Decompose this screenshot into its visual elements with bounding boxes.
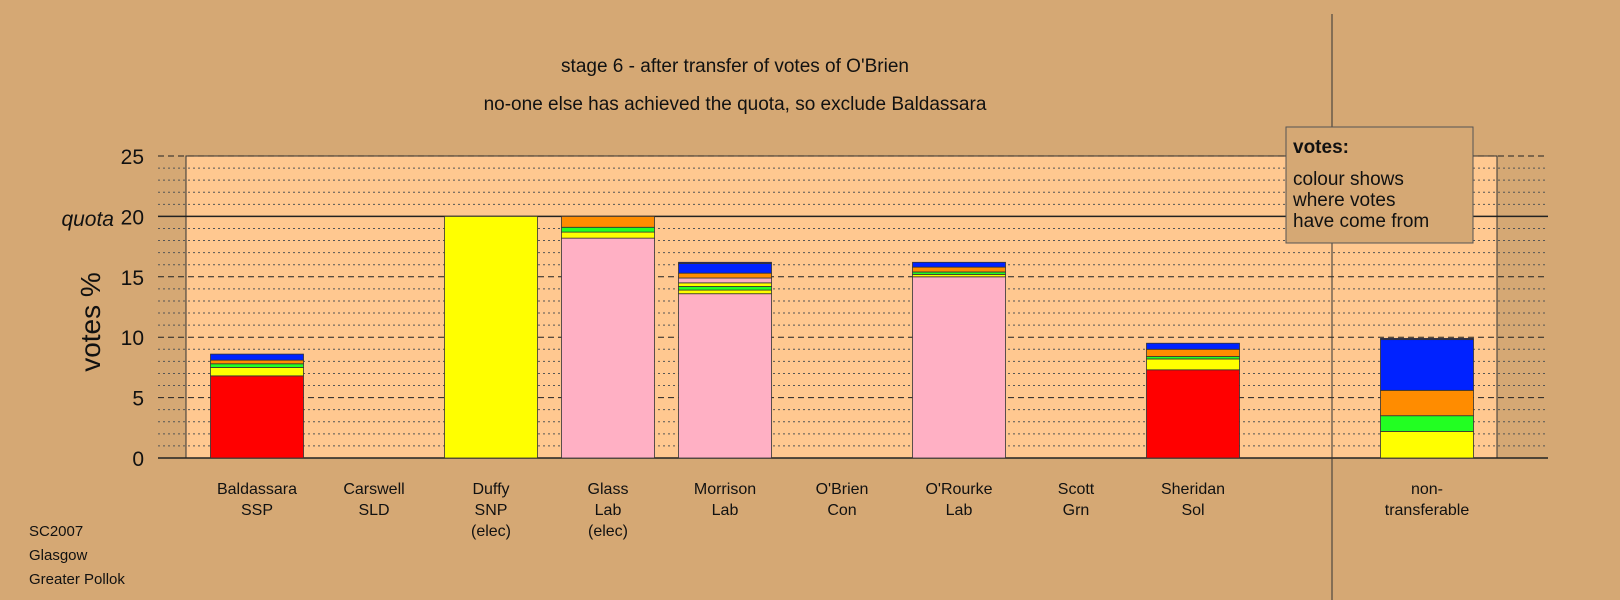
quota-label: quota xyxy=(61,208,114,231)
plot-area xyxy=(185,155,1498,459)
category-label: Lab xyxy=(595,502,622,519)
category-label: SNP xyxy=(475,502,508,519)
category-label: Glass xyxy=(588,481,629,498)
bar-segment xyxy=(561,237,655,459)
bar-segment xyxy=(678,282,772,287)
category-label: SSP xyxy=(241,502,273,519)
bar-segment xyxy=(1380,389,1474,417)
category-label: (elec) xyxy=(588,523,628,540)
bar-segment xyxy=(912,266,1006,273)
footer-line-2: Glasgow xyxy=(29,547,88,564)
footer-line-3: Greater Pollok xyxy=(29,571,125,588)
bar-segment xyxy=(1380,415,1474,432)
category-label: Lab xyxy=(946,502,973,519)
bar-segment xyxy=(678,289,772,295)
y-tick-label: 0 xyxy=(132,448,144,471)
bar-segment xyxy=(1146,348,1240,357)
legend-title: votes: xyxy=(1293,137,1349,158)
bar-segment xyxy=(561,215,655,228)
legend-line-3: have come from xyxy=(1293,211,1429,232)
footer: SC2007 Glasgow Greater Pollok xyxy=(29,523,125,588)
category-label: O'Brien xyxy=(816,481,869,498)
category-label: Carswell xyxy=(343,481,404,498)
bar-segment xyxy=(678,293,772,459)
chart-title: stage 6 - after transfer of votes of O'B… xyxy=(561,56,909,77)
legend-box xyxy=(1285,126,1474,244)
bar-segment xyxy=(210,366,304,377)
y-tick-label: 20 xyxy=(121,206,144,229)
bar-segment xyxy=(912,276,1006,459)
category-label: Duffy xyxy=(472,481,509,498)
category-label: Sol xyxy=(1181,502,1204,519)
bar-segment xyxy=(678,263,772,274)
category-label: Con xyxy=(827,502,856,519)
legend-line-2: where votes xyxy=(1292,190,1395,211)
category-label: Baldassara xyxy=(217,481,297,498)
y-tick-label: 25 xyxy=(121,146,144,169)
category-label: SLD xyxy=(358,502,389,519)
bar-segment xyxy=(678,272,772,279)
y-axis: 0 5 10 15 20 25 xyxy=(121,146,144,471)
y-tick-label: 15 xyxy=(121,267,144,290)
y-tick-label: 5 xyxy=(132,388,144,411)
bar-segment xyxy=(678,261,772,264)
bar-segment xyxy=(1380,431,1474,459)
category-label: O'Rourke xyxy=(925,481,992,498)
bar-segment xyxy=(444,215,538,459)
bar-segment xyxy=(912,261,1006,268)
bars xyxy=(210,215,1474,459)
category-label: Sheridan xyxy=(1161,481,1225,498)
bar-segment xyxy=(210,375,304,459)
y-tick-label: 10 xyxy=(121,327,144,350)
bar-segment xyxy=(678,286,772,291)
y-axis-label: votes % xyxy=(75,272,106,372)
legend: votes: colour shows where votes have com… xyxy=(1285,126,1474,244)
bar-segment xyxy=(561,231,655,239)
bar-segment xyxy=(1380,339,1474,391)
category-label: non- xyxy=(1411,481,1443,498)
bar-segment xyxy=(1146,342,1240,350)
category-label: Scott xyxy=(1058,481,1095,498)
bar-segment xyxy=(678,277,772,284)
category-label: Grn xyxy=(1063,502,1090,519)
category-label: transferable xyxy=(1385,502,1470,519)
x-axis-labels: Baldassara SSP Carswell SLD Duffy SNP (elec) Gl… xyxy=(217,481,1469,540)
bar-segment xyxy=(1146,369,1240,459)
category-label: Lab xyxy=(712,502,739,519)
bar-segment xyxy=(210,359,304,365)
category-label: Morrison xyxy=(694,481,756,498)
bar-segment xyxy=(1146,358,1240,371)
legend-line-1: colour shows xyxy=(1293,169,1404,190)
bar-segment xyxy=(561,226,655,233)
bar-segment xyxy=(1380,338,1474,341)
chart-subtitle: no-one else has achieved the quota, so e… xyxy=(484,94,987,115)
grid xyxy=(158,155,1548,459)
footer-line-1: SC2007 xyxy=(29,523,83,540)
bar-segment xyxy=(210,353,304,361)
category-label: (elec) xyxy=(471,523,511,540)
bar-segment xyxy=(210,363,304,368)
